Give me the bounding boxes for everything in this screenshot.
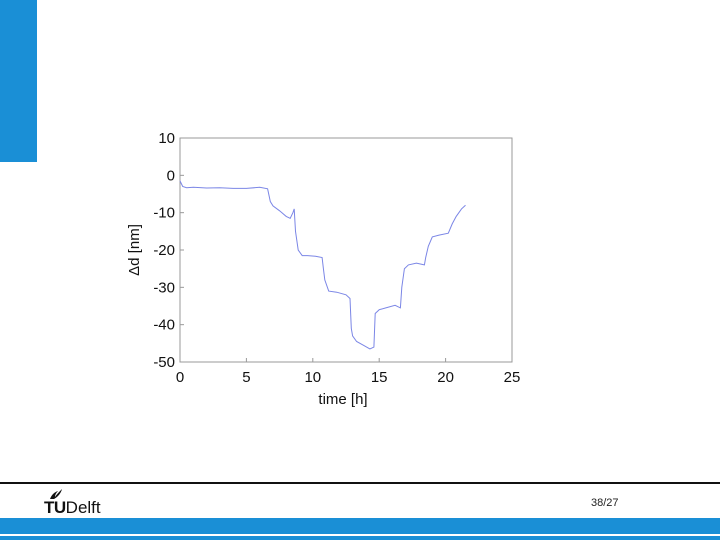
x-tick-label: 10 [304,369,321,386]
y-tick-label: 0 [167,167,175,184]
x-tick-label: 20 [437,369,454,386]
plot-frame [179,137,513,363]
accent-bar [0,0,37,162]
bottom-band [0,518,720,540]
y-tick-label: 10 [158,130,175,147]
y-tick-label: -10 [153,205,175,222]
footer-rule [0,482,720,484]
x-axis-label: time [h] [318,391,367,408]
y-tick-label: -40 [153,317,175,334]
logo-tu: TU [44,498,66,517]
y-axis-label: Δd [nm] [126,224,143,276]
x-tick-label: 0 [176,369,184,386]
y-axis-ticks: 10 0 -10 -20 -30 -40 -50 [153,130,184,371]
logo-delft: Delft [65,498,101,517]
y-tick-label: -50 [153,354,175,371]
x-tick-label: 25 [504,369,521,386]
series-line-d-vs-time [179,180,466,350]
bottom-band-stripe [0,534,720,536]
x-tick-label: 5 [242,369,250,386]
page-number: 38/27 [591,497,619,509]
y-tick-label: -20 [153,242,175,259]
tudelft-flame-icon [50,489,62,499]
x-tick-label: 15 [371,369,388,386]
y-tick-label: -30 [153,279,175,296]
logo-wordmark: TUDelft [44,498,101,518]
line-chart: 0 5 10 15 20 25 10 0 -10 -20 -30 -40 -50 time [h] Δ… [126,130,521,408]
tudelft-logo: TUDelft [44,488,134,518]
x-axis-ticks: 0 5 10 15 20 25 [176,358,521,386]
